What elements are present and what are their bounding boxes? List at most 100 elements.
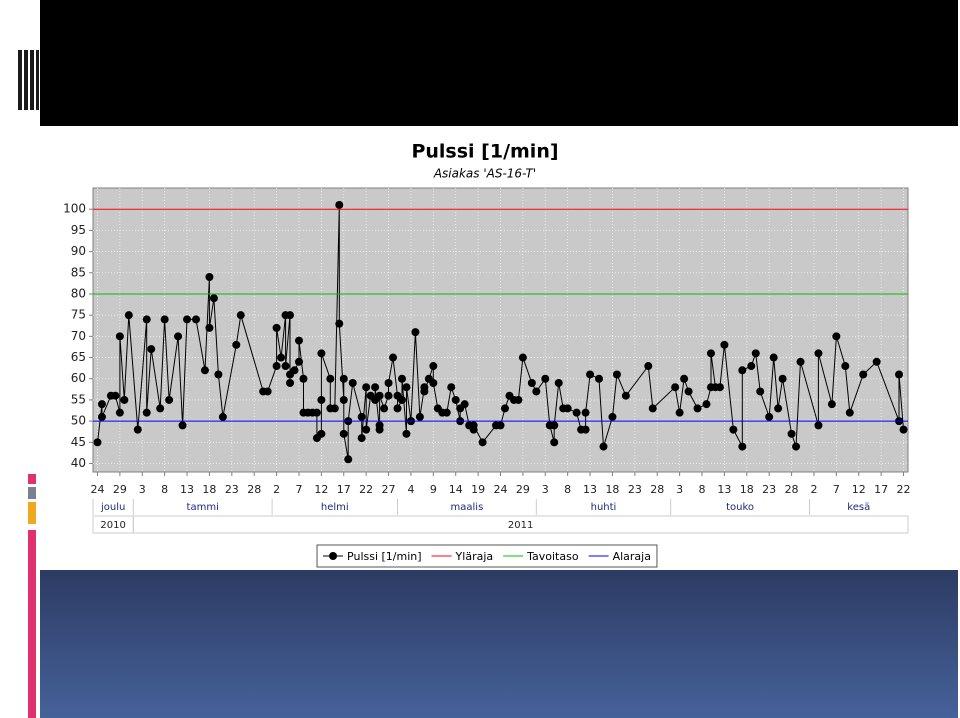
data-point (469, 421, 478, 430)
data-point (397, 374, 406, 383)
month-label: huhti (591, 502, 617, 513)
month-label: kesä (847, 502, 870, 513)
x-tick-label: 27 (382, 483, 396, 496)
x-tick-label: 9 (430, 483, 437, 496)
y-tick-label: 75 (71, 308, 86, 322)
data-point (93, 438, 102, 447)
deco-bar (28, 474, 36, 484)
x-tick-label: 14 (449, 483, 463, 496)
data-point (796, 357, 805, 366)
legend-label: Tavoitaso (526, 550, 579, 563)
data-point (178, 421, 187, 430)
data-point (899, 425, 908, 434)
x-tick-label: 18 (202, 483, 216, 496)
data-point (389, 353, 398, 362)
slide-footer (40, 570, 958, 718)
x-tick-label: 29 (516, 483, 530, 496)
x-tick-label: 19 (471, 483, 485, 496)
data-point (402, 429, 411, 438)
data-point (872, 357, 881, 366)
month-label: touko (726, 502, 754, 513)
month-label: joulu (100, 502, 125, 513)
data-point (357, 434, 366, 443)
data-point (738, 442, 747, 451)
data-point (330, 404, 339, 413)
data-point (827, 400, 836, 409)
month-label: tammi (187, 502, 219, 513)
y-tick-label: 90 (71, 244, 86, 258)
data-point (371, 383, 380, 392)
x-tick-label: 8 (564, 483, 571, 496)
data-point (317, 429, 326, 438)
data-point (402, 383, 411, 392)
data-point (294, 336, 303, 345)
data-point (518, 353, 527, 362)
y-tick-label: 80 (71, 286, 86, 300)
data-point (541, 374, 550, 383)
y-tick-label: 45 (71, 435, 86, 449)
deco-bar (28, 502, 36, 524)
data-point (500, 404, 509, 413)
data-point (621, 391, 630, 400)
x-tick-label: 29 (113, 483, 127, 496)
x-tick-label: 23 (628, 483, 642, 496)
data-point (429, 378, 438, 387)
data-point (348, 378, 357, 387)
y-tick-label: 95 (71, 223, 86, 237)
legend-marker (329, 552, 338, 560)
x-tick-label: 3 (676, 483, 683, 496)
y-tick-label: 50 (71, 414, 86, 428)
data-point (111, 391, 120, 400)
data-point (514, 395, 523, 404)
data-point (447, 383, 456, 392)
year-label: 2011 (508, 520, 533, 531)
data-point (693, 404, 702, 413)
data-point (115, 332, 124, 341)
legend-label: Pulssi [1/min] (347, 550, 422, 563)
data-point (845, 408, 854, 417)
data-point (290, 366, 299, 375)
x-tick-label: 8 (699, 483, 706, 496)
data-point (380, 404, 389, 413)
data-point (586, 370, 595, 379)
data-point (581, 408, 590, 417)
x-tick-label: 24 (494, 483, 508, 496)
data-point (339, 429, 348, 438)
data-point (205, 273, 214, 282)
data-point (680, 374, 689, 383)
x-tick-label: 7 (833, 483, 840, 496)
data-point (277, 353, 286, 362)
data-point (335, 319, 344, 328)
data-point (550, 438, 559, 447)
data-point (160, 315, 169, 324)
data-point (756, 387, 765, 396)
data-point (299, 374, 308, 383)
data-point (142, 408, 151, 417)
data-point (648, 404, 657, 413)
slide-header (40, 0, 958, 126)
y-tick-label: 60 (71, 371, 86, 385)
data-point (326, 374, 335, 383)
data-point (191, 315, 200, 324)
data-point (532, 387, 541, 396)
data-point (133, 425, 142, 434)
y-tick-label: 70 (71, 329, 86, 343)
x-tick-label: 17 (874, 483, 888, 496)
x-tick-label: 13 (583, 483, 597, 496)
data-point (281, 362, 290, 371)
data-point (608, 412, 617, 421)
x-tick-label: 18 (740, 483, 754, 496)
data-point (814, 421, 823, 430)
data-point (747, 362, 756, 371)
x-tick-label: 23 (762, 483, 776, 496)
data-point (451, 395, 460, 404)
chart-subtitle: Asiakas 'AS-16-T' (433, 167, 536, 181)
data-point (205, 323, 214, 332)
x-tick-label: 12 (852, 483, 866, 496)
month-label: helmi (321, 502, 349, 513)
deco-bar (28, 530, 36, 718)
data-point (787, 429, 796, 438)
data-point (312, 408, 321, 417)
data-point (120, 395, 129, 404)
